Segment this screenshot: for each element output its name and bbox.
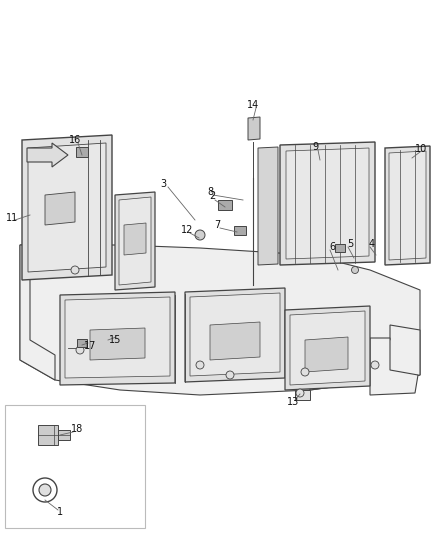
Polygon shape <box>295 390 310 400</box>
Text: 6: 6 <box>329 242 335 252</box>
Circle shape <box>296 389 304 397</box>
Polygon shape <box>185 288 285 382</box>
Text: 5: 5 <box>347 239 353 249</box>
Text: 1: 1 <box>57 507 63 517</box>
Text: 12: 12 <box>181 225 193 235</box>
Polygon shape <box>115 192 155 290</box>
Text: 4: 4 <box>369 239 375 249</box>
Polygon shape <box>286 148 369 259</box>
Text: 10: 10 <box>415 144 427 154</box>
Polygon shape <box>45 192 75 225</box>
Polygon shape <box>77 339 87 347</box>
Text: 8: 8 <box>207 187 213 197</box>
Polygon shape <box>310 325 420 390</box>
Circle shape <box>195 230 205 240</box>
Text: 18: 18 <box>71 424 83 434</box>
Polygon shape <box>280 142 375 265</box>
Text: 17: 17 <box>84 341 96 351</box>
Circle shape <box>301 368 309 376</box>
Polygon shape <box>210 322 260 360</box>
Circle shape <box>39 484 51 496</box>
Polygon shape <box>20 245 420 395</box>
Polygon shape <box>285 306 370 390</box>
Polygon shape <box>76 147 88 157</box>
Text: 16: 16 <box>69 135 81 145</box>
Circle shape <box>196 361 204 369</box>
Text: 11: 11 <box>6 213 18 223</box>
Text: 9: 9 <box>312 142 318 152</box>
Polygon shape <box>305 337 348 372</box>
Text: 13: 13 <box>287 397 299 407</box>
Circle shape <box>71 266 79 274</box>
Polygon shape <box>27 143 68 167</box>
Polygon shape <box>385 146 430 265</box>
Polygon shape <box>248 117 260 140</box>
Text: 7: 7 <box>214 220 220 230</box>
Text: 15: 15 <box>109 335 121 345</box>
Polygon shape <box>58 430 70 440</box>
Polygon shape <box>119 197 151 285</box>
Polygon shape <box>90 328 145 360</box>
Polygon shape <box>370 338 418 395</box>
Polygon shape <box>234 225 246 235</box>
Circle shape <box>371 361 379 369</box>
Text: 2: 2 <box>209 191 215 201</box>
Polygon shape <box>389 151 426 260</box>
Text: 3: 3 <box>160 179 166 189</box>
Polygon shape <box>38 425 58 445</box>
Polygon shape <box>218 200 232 210</box>
Polygon shape <box>20 245 55 380</box>
Circle shape <box>33 478 57 502</box>
Circle shape <box>76 346 84 354</box>
Circle shape <box>226 371 234 379</box>
Circle shape <box>352 266 358 273</box>
Polygon shape <box>258 147 278 265</box>
Polygon shape <box>124 223 146 255</box>
Polygon shape <box>65 297 170 378</box>
Polygon shape <box>60 292 175 385</box>
Text: 14: 14 <box>247 100 259 110</box>
Polygon shape <box>335 244 345 252</box>
Polygon shape <box>22 135 112 280</box>
Polygon shape <box>28 143 106 272</box>
Polygon shape <box>290 311 365 385</box>
Polygon shape <box>5 405 145 528</box>
Polygon shape <box>190 293 280 376</box>
